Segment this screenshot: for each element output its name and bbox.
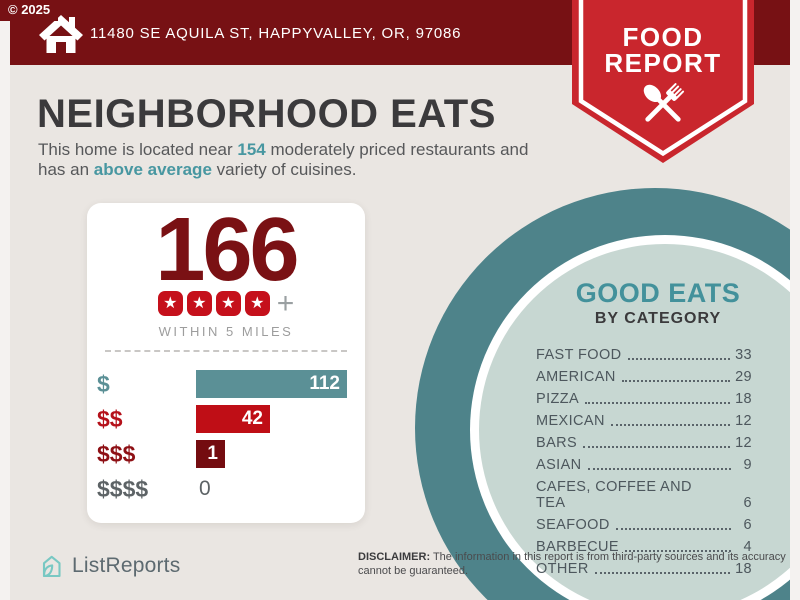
bar: 42	[196, 405, 270, 433]
dotted-leader	[624, 550, 731, 552]
bar: 1	[196, 440, 225, 468]
category-count: 33	[735, 347, 752, 363]
list-item: AMERICAN 29	[536, 369, 752, 385]
plus-sign: +	[276, 286, 295, 320]
subtitle-text: variety of cuisines.	[211, 160, 357, 180]
list-item: ASIAN 9	[536, 457, 752, 473]
bar: 112	[196, 370, 347, 398]
restaurant-stats-card: 166 ★ ★ ★ ★ + WITHIN 5 MILES $112 $$ 42 $$$ 1 $$$…	[87, 203, 365, 523]
category-count: 18	[735, 391, 752, 407]
category-count: 18	[735, 561, 752, 577]
subtitle-text: moderately priced restaurants and	[265, 140, 529, 159]
radius-caption: WITHIN 5 MILES	[158, 324, 294, 339]
dotted-leader	[621, 380, 731, 382]
category-label: FAST FOOD	[536, 347, 622, 363]
dashed-divider	[105, 350, 347, 352]
badge-title-line1: FOOD	[622, 22, 703, 52]
list-item: MEXICAN 12	[536, 413, 752, 429]
property-address: 11480 SE AQUILA ST, HAPPYVALLEY, OR, 970…	[90, 25, 462, 42]
restaurant-count: 154	[237, 140, 266, 159]
list-item: OTHER 18	[536, 561, 752, 577]
category-label: BARS	[536, 435, 578, 451]
star-icon: ★	[244, 291, 270, 316]
dotted-leader	[627, 358, 731, 360]
category-label: PIZZA	[536, 391, 580, 407]
good-eats-title: GOOD EATS	[575, 278, 741, 308]
category-count: 29	[735, 369, 752, 385]
category-count: 12	[735, 435, 752, 451]
star-icon: ★	[215, 291, 241, 316]
list-item: BARBECUE 4	[536, 539, 752, 555]
subtitle-paragraph: This home is located near 154 moderately…	[38, 140, 578, 181]
category-count: 9	[743, 457, 752, 473]
category-count: 6	[743, 495, 752, 511]
food-report-badge: FOOD REPORT	[572, 0, 754, 163]
price-tier-label: $$$$	[97, 476, 149, 502]
category-count: 6	[743, 517, 752, 533]
spoon-fork-icon	[643, 83, 685, 122]
category-count: 12	[735, 413, 752, 429]
category-list: FAST FOOD 33 AMERICAN 29 PIZZA 18 MEXICAN 12 BAR…	[526, 347, 752, 577]
listreports-house-leaf-icon	[42, 555, 61, 578]
category-label: SEAFOOD	[536, 517, 610, 533]
bar-row: $$ 42	[87, 405, 365, 433]
list-item: CAFES, COFFEE AND TEA 6	[536, 479, 752, 511]
flyer-canvas: 11480 SE AQUILA ST, HAPPYVALLEY, OR, 970…	[10, 0, 790, 600]
good-eats-subtitle: BY CATEGORY	[594, 310, 722, 327]
list-item: FAST FOOD 33	[536, 347, 752, 363]
list-item: SEAFOOD 6	[536, 517, 752, 533]
category-count: 4	[743, 539, 752, 555]
subtitle-text: has an	[38, 160, 94, 180]
subtitle-text: This home is located near	[38, 140, 238, 159]
price-tier-label: $$$	[97, 441, 136, 467]
disclaimer-text: The information in this report is from t…	[358, 551, 786, 577]
category-label: ASIAN	[536, 457, 582, 473]
good-eats-panel: GOOD EATS BY CATEGORY FAST FOOD 33 AMERICA…	[526, 278, 766, 583]
dotted-leader	[585, 402, 731, 404]
bar-row: $$$$ 0	[87, 475, 365, 503]
bar-value: 1	[207, 443, 218, 464]
disclaimer-label: DISCLAIMER:	[358, 551, 431, 563]
page-title: NEIGHBORHOOD EATS	[37, 92, 496, 136]
bar-row: $112	[87, 370, 365, 398]
list-item: BARS 12	[536, 435, 752, 451]
dotted-leader	[594, 572, 731, 574]
list-item: PIZZA 18	[536, 391, 752, 407]
copyright-label: © 2025	[0, 0, 59, 21]
dotted-leader	[587, 468, 731, 470]
bar-value: 42	[241, 408, 263, 429]
disclaimer: DISCLAIMER: The information in this repo…	[358, 551, 786, 579]
variety-highlight: above average	[93, 160, 212, 180]
price-tier-bar-chart: $112 $$ 42 $$$ 1 $$$$ 0	[87, 203, 365, 523]
badge-title-line2: REPORT	[604, 48, 721, 78]
category-label: OTHER	[536, 561, 589, 577]
bar-value: 112	[309, 373, 340, 394]
listreports-logo-text: ListReports	[72, 554, 181, 577]
price-tier-label: $$	[97, 406, 123, 432]
price-tier-label: $	[97, 371, 110, 397]
listreports-logo: ListReports	[38, 552, 180, 580]
category-label: AMERICAN	[536, 369, 616, 385]
bar-row: $$$ 1	[87, 440, 365, 468]
star-rating: ★ ★ ★ ★ +	[87, 286, 365, 320]
dotted-leader	[583, 446, 731, 448]
category-circle-background	[415, 188, 790, 600]
category-label: MEXICAN	[536, 413, 605, 429]
star-icon: ★	[186, 291, 212, 316]
star-icon: ★	[157, 291, 183, 316]
total-restaurant-count: 166	[155, 200, 299, 300]
dotted-leader	[610, 424, 731, 426]
category-label: CAFES, COFFEE AND TEA	[536, 479, 692, 511]
home-icon	[39, 15, 83, 53]
category-label: BARBECUE	[536, 539, 619, 555]
bar-value: 0	[199, 477, 211, 500]
dotted-leader	[615, 528, 731, 530]
